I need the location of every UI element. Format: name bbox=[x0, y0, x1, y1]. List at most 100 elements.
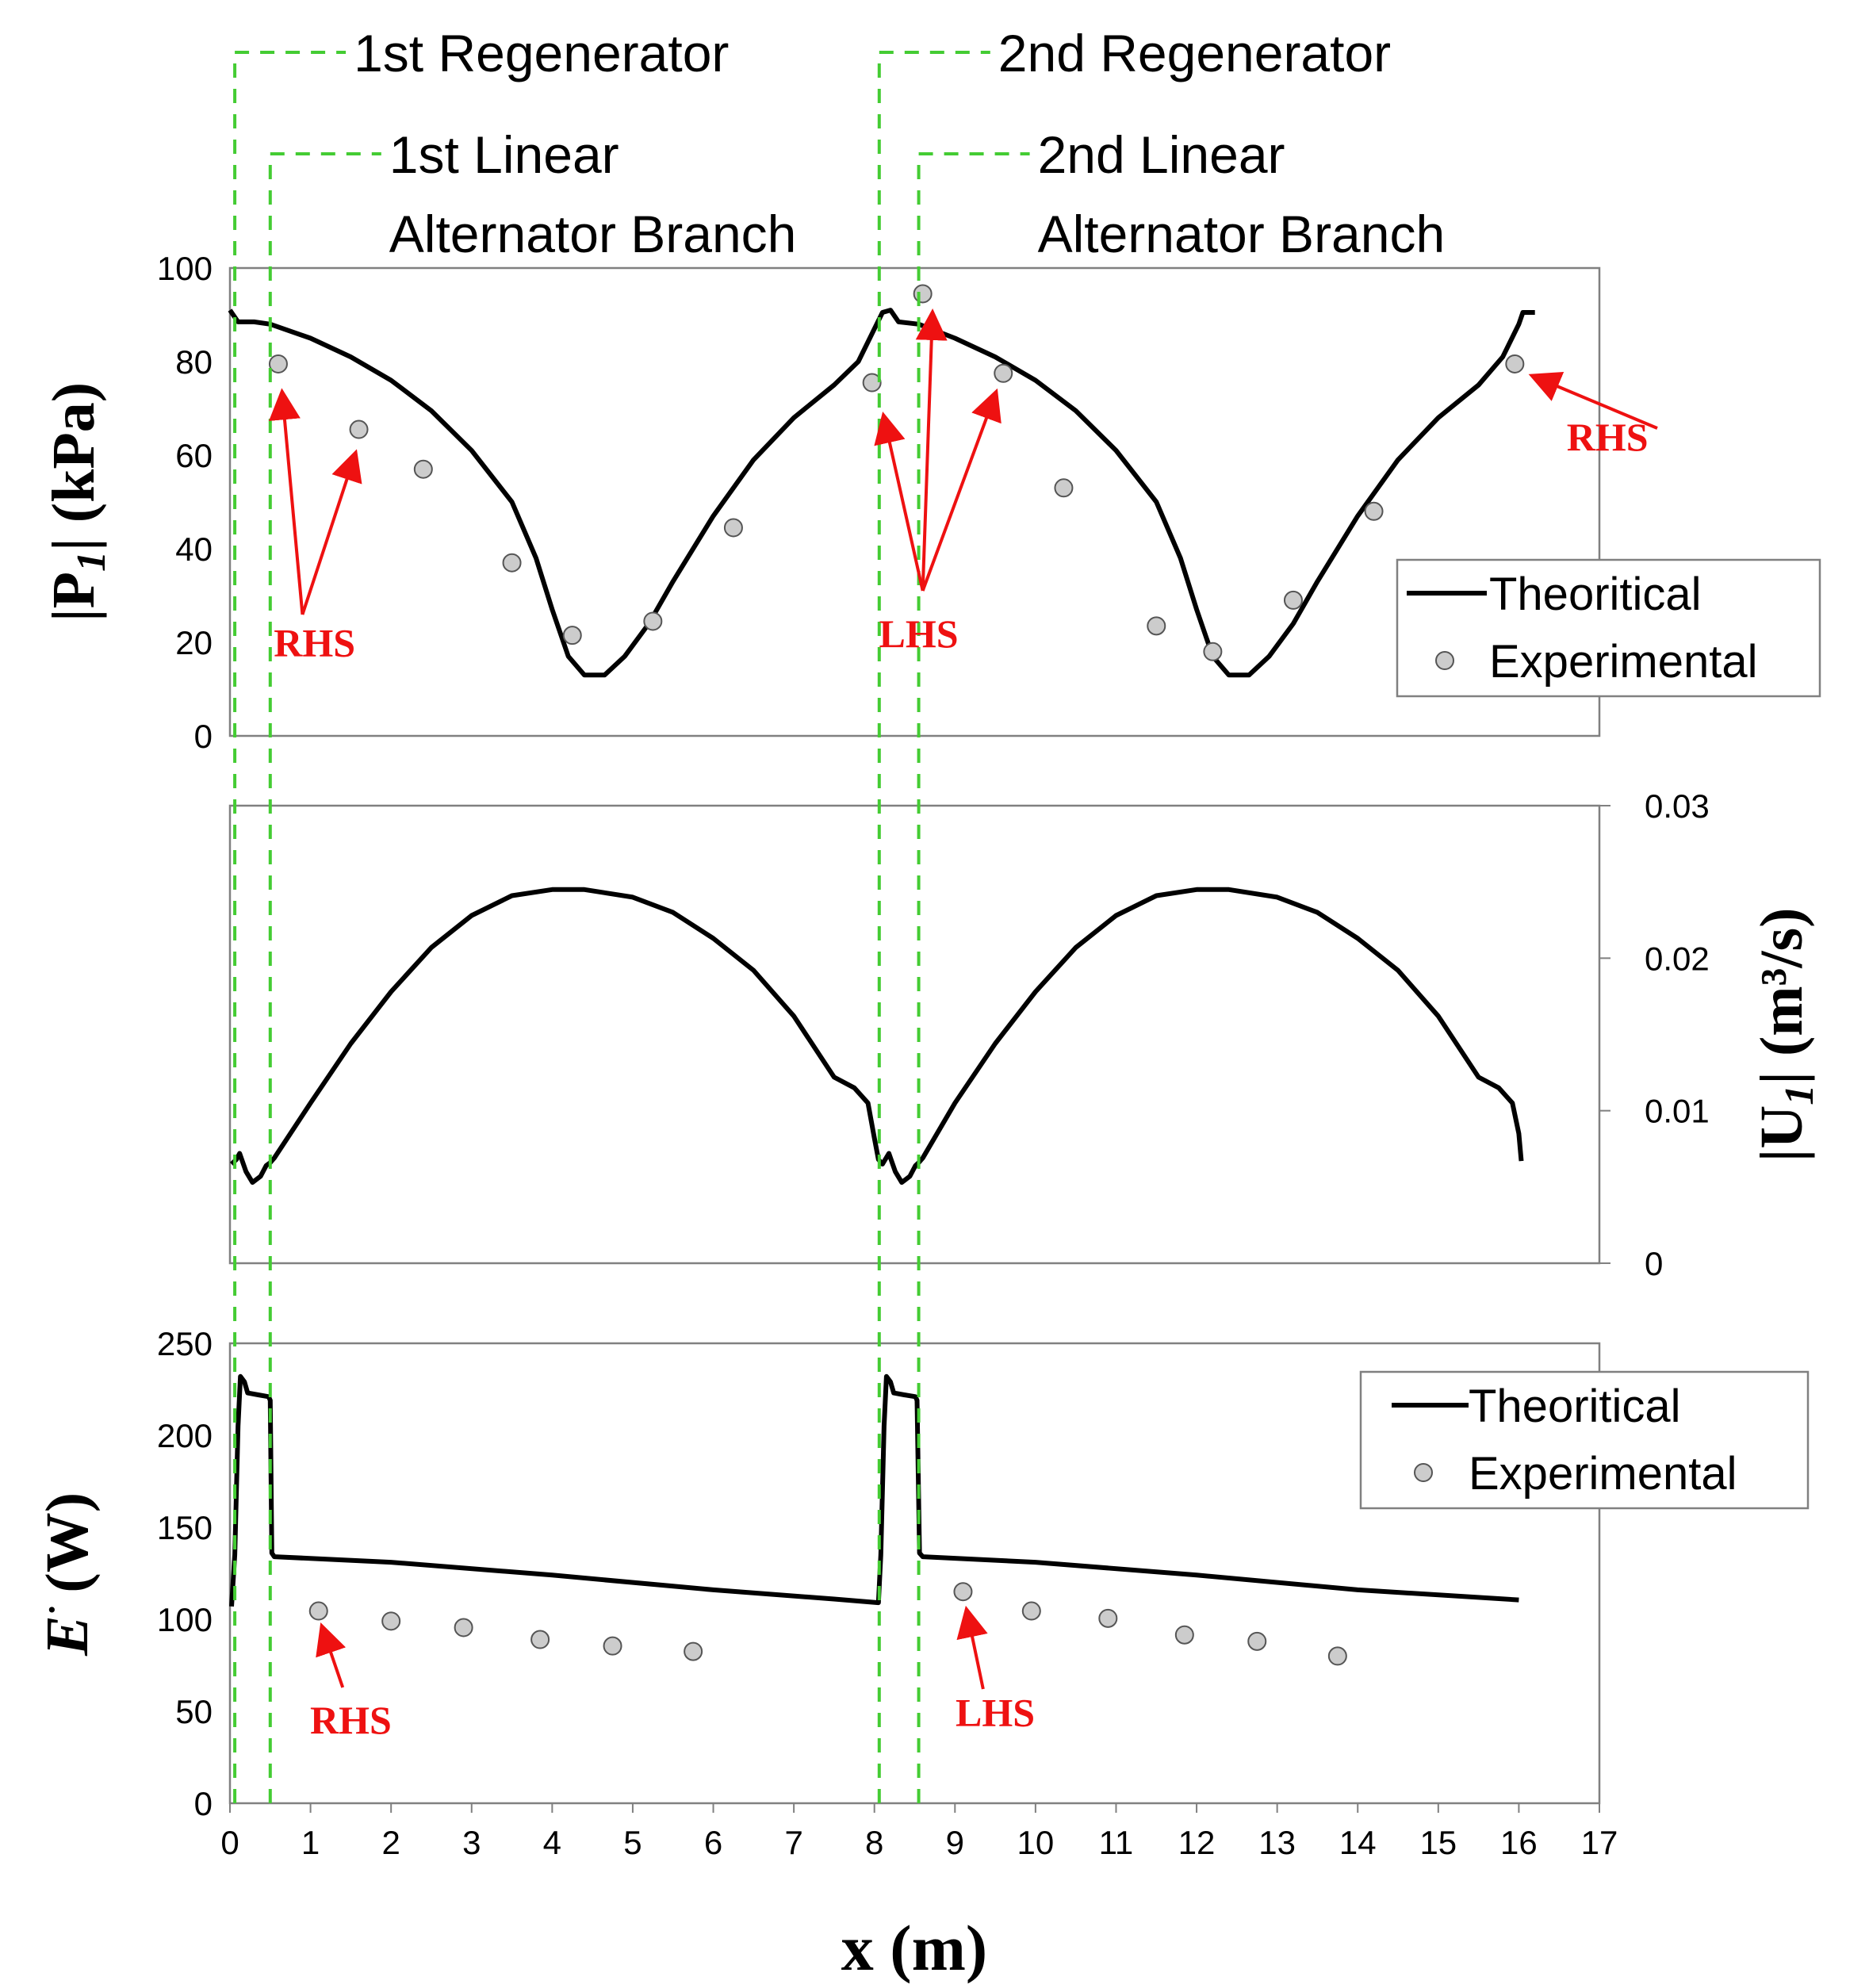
pressure-plot-frame bbox=[228, 266, 1601, 737]
flow-y-tick-label: 0.01 bbox=[1645, 1093, 1710, 1130]
pressure-y-tick-label: 40 bbox=[175, 531, 213, 568]
x-tick-label: 15 bbox=[1419, 1824, 1457, 1861]
annotation-arrow bbox=[316, 1622, 347, 1688]
pressure-experimental-point bbox=[349, 419, 369, 439]
pressure-experimental-point bbox=[723, 518, 743, 538]
x-tick-label: 14 bbox=[1339, 1824, 1377, 1861]
power-y-tick-label: 0 bbox=[194, 1785, 213, 1822]
annotation-arrow bbox=[269, 388, 304, 615]
divider-label-4-line2: Alternator Branch bbox=[1038, 205, 1446, 263]
pressure-y-tick-label: 0 bbox=[194, 718, 213, 755]
x-tick-label: 11 bbox=[1099, 1824, 1134, 1861]
x-tick-label: 1 bbox=[301, 1824, 320, 1861]
x-tick-label: 10 bbox=[1017, 1824, 1055, 1861]
power-experimental-point bbox=[454, 1618, 473, 1638]
divider-line-2 bbox=[268, 152, 381, 1803]
power-experimental-point bbox=[1098, 1608, 1118, 1628]
power-y-tick-label: 150 bbox=[157, 1509, 213, 1546]
flow-plot-frame bbox=[228, 804, 1601, 1265]
divider-label-3: 2nd Regenerator bbox=[998, 24, 1391, 82]
annotation-arrow bbox=[921, 388, 1002, 592]
power-experimental-point bbox=[684, 1641, 703, 1661]
x-axis-label: x (m) bbox=[841, 1912, 987, 1984]
annotation-arrow bbox=[915, 308, 948, 592]
power-experimental-point bbox=[1247, 1631, 1267, 1651]
x-tick-label: 7 bbox=[784, 1824, 802, 1861]
x-tick-label: 4 bbox=[543, 1824, 561, 1861]
divider-label-2-line2: Alternator Branch bbox=[389, 205, 797, 263]
power-y-tick-label: 200 bbox=[157, 1417, 213, 1454]
pressure-experimental-point bbox=[862, 373, 882, 393]
power-experimental-point bbox=[530, 1630, 550, 1649]
flow-y-tick-label: 0.02 bbox=[1645, 940, 1710, 977]
x-tick-label: 12 bbox=[1178, 1824, 1216, 1861]
x-tick-label: 16 bbox=[1500, 1824, 1538, 1861]
flow-y-tick-label: 0 bbox=[1645, 1245, 1663, 1282]
pressure-legend-line-label: Theoritical bbox=[1489, 569, 1702, 620]
power-y-tick-label: 250 bbox=[157, 1325, 213, 1362]
power-experimental-point bbox=[381, 1611, 401, 1631]
pressure-experimental-point bbox=[268, 354, 288, 373]
pressure-legend: Theoritical Experimental bbox=[1396, 558, 1821, 698]
power-experimental-point bbox=[308, 1601, 328, 1621]
power-y-axis-label: E·(W) bbox=[33, 1492, 101, 1657]
divider-label-1: 1st Regenerator bbox=[354, 24, 729, 82]
pressure-experimental-point bbox=[413, 459, 433, 479]
pressure-experimental-point bbox=[994, 363, 1013, 383]
power-experimental-point bbox=[603, 1636, 622, 1656]
divider-line-3 bbox=[877, 51, 990, 1803]
power-experimental-point bbox=[1327, 1646, 1347, 1666]
divider-line-4 bbox=[917, 152, 1030, 1803]
pressure-legend-marker bbox=[1435, 651, 1454, 670]
pressure-experimental-point bbox=[562, 626, 582, 645]
pressure-y-tick-label: 20 bbox=[175, 624, 213, 661]
pressure-experimental-point bbox=[1364, 501, 1384, 521]
pressure-y-tick-label: 60 bbox=[175, 437, 213, 474]
pressure-experimental-point bbox=[1505, 354, 1525, 373]
pressure-theoretical-line bbox=[228, 308, 1535, 678]
pressure-experimental-point bbox=[1203, 642, 1223, 661]
power-legend-line-label: Theoritical bbox=[1469, 1381, 1681, 1432]
power-legend-marker bbox=[1414, 1463, 1433, 1482]
pressure-experimental-point bbox=[643, 611, 663, 631]
power-y-tick-label: 50 bbox=[175, 1693, 213, 1730]
power-theoretical-line bbox=[229, 1373, 1519, 1607]
flow-y-axis-label: |U1| (m³/s) bbox=[1748, 908, 1822, 1163]
flow-y-tick-label: 0.03 bbox=[1645, 787, 1710, 825]
divider-label-2: 1st Linear bbox=[389, 125, 619, 184]
pressure-annotation-label: LHS bbox=[879, 611, 959, 656]
pressure-y-tick-label: 100 bbox=[157, 250, 213, 287]
divider-label-4: 2nd Linear bbox=[1038, 125, 1285, 184]
x-tick-label: 13 bbox=[1258, 1824, 1296, 1861]
power-plot-frame bbox=[228, 1342, 1601, 1805]
pressure-experimental-point bbox=[913, 284, 933, 304]
x-tick-label: 5 bbox=[623, 1824, 642, 1861]
pressure-y-tick-label: 80 bbox=[175, 343, 213, 381]
annotation-arrow bbox=[956, 1605, 988, 1690]
pressure-y-axis-label: |P1| (kPa) bbox=[40, 382, 114, 622]
power-legend-points-label: Experimental bbox=[1469, 1448, 1737, 1500]
pressure-experimental-point bbox=[1283, 590, 1303, 610]
power-experimental-point bbox=[953, 1582, 973, 1602]
annotation-arrow bbox=[1528, 371, 1658, 430]
pressure-legend-points-label: Experimental bbox=[1489, 636, 1757, 688]
power-annotation-label: RHS bbox=[310, 1698, 392, 1742]
x-tick-label: 0 bbox=[220, 1824, 239, 1861]
x-tick-label: 8 bbox=[865, 1824, 883, 1861]
x-tick-label: 2 bbox=[381, 1824, 400, 1861]
pressure-annotation-label: RHS bbox=[274, 621, 355, 665]
pressure-experimental-point bbox=[502, 553, 522, 573]
x-tick-label: 9 bbox=[946, 1824, 964, 1861]
power-y-tick-label: 100 bbox=[157, 1601, 213, 1638]
x-tick-label: 3 bbox=[462, 1824, 481, 1861]
power-legend: Theoritical Experimental bbox=[1359, 1370, 1810, 1510]
pressure-annotation-label: RHS bbox=[1567, 415, 1649, 459]
divider-line-1 bbox=[233, 51, 347, 1803]
power-annotation-label: LHS bbox=[956, 1691, 1035, 1735]
power-experimental-point bbox=[1174, 1625, 1194, 1645]
x-tick-label: 17 bbox=[1581, 1824, 1618, 1861]
pressure-experimental-point bbox=[1054, 478, 1074, 498]
flow-theoretical-line bbox=[229, 887, 1524, 1186]
annotation-arrow bbox=[301, 449, 362, 615]
